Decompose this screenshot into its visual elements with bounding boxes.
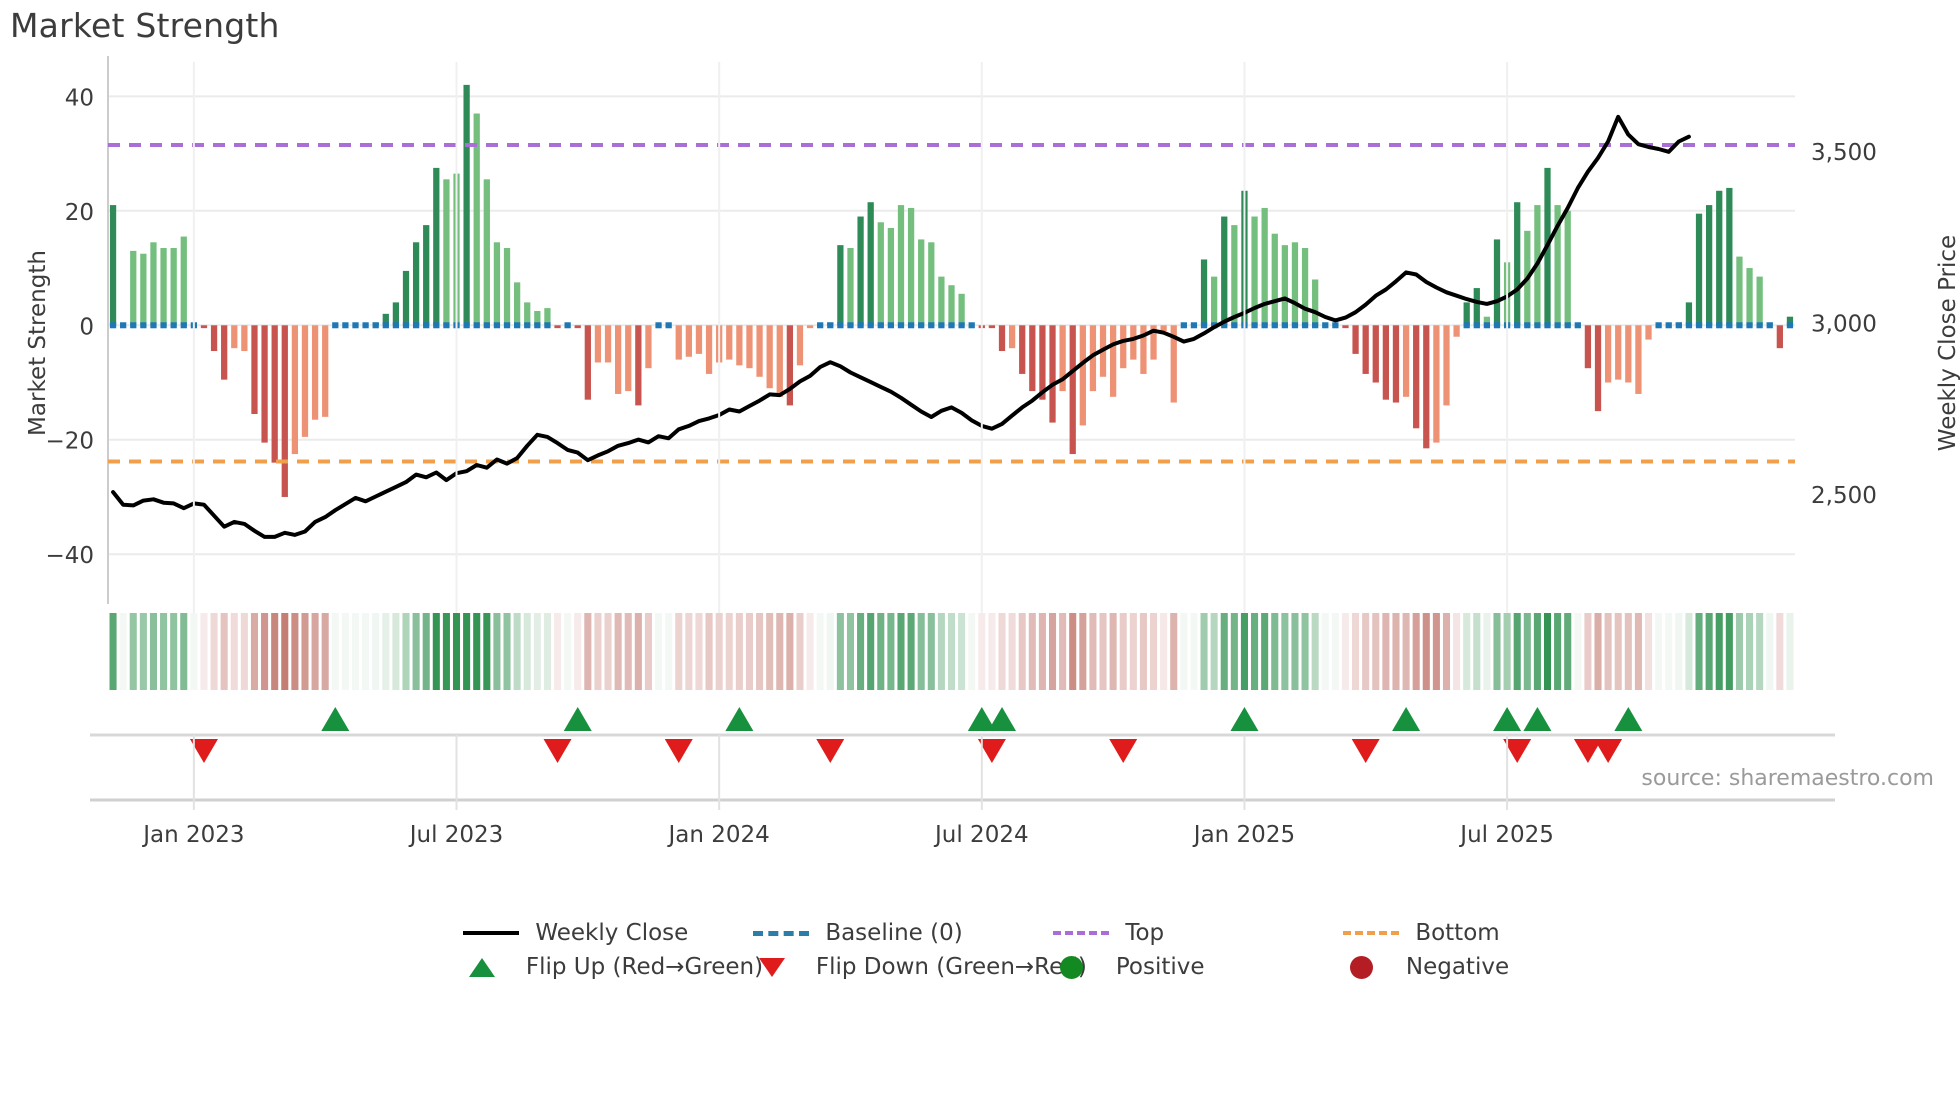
y-axis-left-tick: −40: [45, 543, 94, 569]
flip-up-marker: [1392, 707, 1421, 731]
x-axis-tick: Jul 2024: [933, 822, 1029, 848]
grid-lines: [107, 56, 1795, 604]
flip-down-marker: [1503, 739, 1532, 763]
dotted-line-orange-icon: [1340, 920, 1402, 946]
dot-red-icon: [1331, 954, 1393, 980]
flip-up-marker: [967, 707, 996, 731]
dot-green-icon: [1041, 954, 1103, 980]
y-axis-right-tick: 3,000: [1811, 311, 1877, 337]
flip-down-marker: [1594, 739, 1623, 763]
x-axis-tick: Jul 2025: [1458, 822, 1554, 848]
y-axis-right-tick: 2,500: [1811, 483, 1877, 509]
source-note: source: sharemaestro.com: [1641, 766, 1934, 791]
x-axis-tick: Jul 2023: [408, 822, 504, 848]
flip-up-marker: [1493, 707, 1522, 731]
legend-label: Top: [1125, 920, 1165, 946]
dashed-line-icon: [750, 920, 812, 946]
flip-markers: [90, 707, 1835, 763]
y-axis-left-tick: 20: [65, 200, 94, 226]
flip-up-marker: [988, 707, 1017, 731]
flip-up-marker: [1614, 707, 1643, 731]
legend-row-2: Flip Up (Red→Green) Flip Down (Green→Red…: [451, 954, 1509, 980]
legend-item-positive[interactable]: Positive: [1041, 954, 1331, 980]
reference-lines: [108, 142, 1795, 464]
legend-label: Positive: [1115, 954, 1205, 980]
weekly-close-line: [111, 114, 1691, 539]
y-axis-left-tick: 40: [65, 85, 94, 111]
legend-item-top[interactable]: Top: [1050, 920, 1340, 946]
flip-down-marker: [977, 739, 1006, 763]
legend-label: Baseline (0): [825, 920, 963, 946]
legend-label: Weekly Close: [535, 920, 689, 946]
legend-label: Negative: [1405, 954, 1510, 980]
legend-label: Flip Up (Red→Green): [525, 954, 764, 980]
legend-item-weekly-close[interactable]: Weekly Close: [460, 920, 750, 946]
x-axis-tick: Jan 2023: [141, 822, 244, 848]
y-axis-left-ticks: 40 20 0 −20 −40: [45, 85, 94, 569]
y-axis-right-ticks: 3,500 3,000 2,500: [1811, 140, 1877, 509]
solid-line-icon: [460, 920, 522, 946]
strength-bars: [109, 84, 1794, 497]
flip-down-marker: [189, 739, 218, 763]
flip-up-marker: [725, 707, 754, 731]
legend-label: Bottom: [1415, 920, 1500, 946]
legend-row-1: Weekly Close Baseline (0) Top Bottom: [460, 920, 1500, 946]
x-axis-tick: Jan 2025: [1192, 822, 1295, 848]
page-title: Market Strength: [10, 6, 280, 45]
chart-legend: Weekly Close Baseline (0) Top Bottom Fli…: [0, 920, 1960, 980]
legend-item-baseline[interactable]: Baseline (0): [750, 920, 1050, 946]
dotted-line-purple-icon: [1050, 920, 1112, 946]
x-axis-tick: Jan 2024: [667, 822, 770, 848]
triangle-down-icon: [741, 954, 803, 980]
x-axis: Jan 2023 Jul 2023 Jan 2024 Jul 2024 Jan 2025…: [90, 62, 1835, 848]
legend-label: Flip Down (Green→Red): [815, 954, 1087, 980]
strength-heatmap-strip: [109, 613, 1794, 690]
legend-item-bottom[interactable]: Bottom: [1340, 920, 1500, 946]
flip-down-marker: [1351, 739, 1380, 763]
flip-down-marker: [1109, 739, 1138, 763]
legend-item-flip-down[interactable]: Flip Down (Green→Red): [741, 954, 1087, 980]
flip-down-marker: [543, 739, 572, 763]
legend-item-flip-up[interactable]: Flip Up (Red→Green): [451, 954, 763, 980]
flip-up-marker: [1230, 707, 1259, 731]
flip-down-marker: [816, 739, 845, 763]
y-axis-right-tick: 3,500: [1811, 140, 1877, 166]
flip-up-marker: [563, 707, 592, 731]
triangle-up-icon: [451, 954, 513, 980]
flip-down-marker: [1573, 739, 1602, 763]
y-axis-left-tick: −20: [45, 429, 94, 455]
y-axis-left-tick: 0: [79, 314, 94, 340]
flip-up-marker: [321, 707, 350, 731]
legend-item-negative[interactable]: Negative: [1331, 954, 1509, 980]
flip-down-marker: [664, 739, 693, 763]
flip-up-marker: [1523, 707, 1552, 731]
